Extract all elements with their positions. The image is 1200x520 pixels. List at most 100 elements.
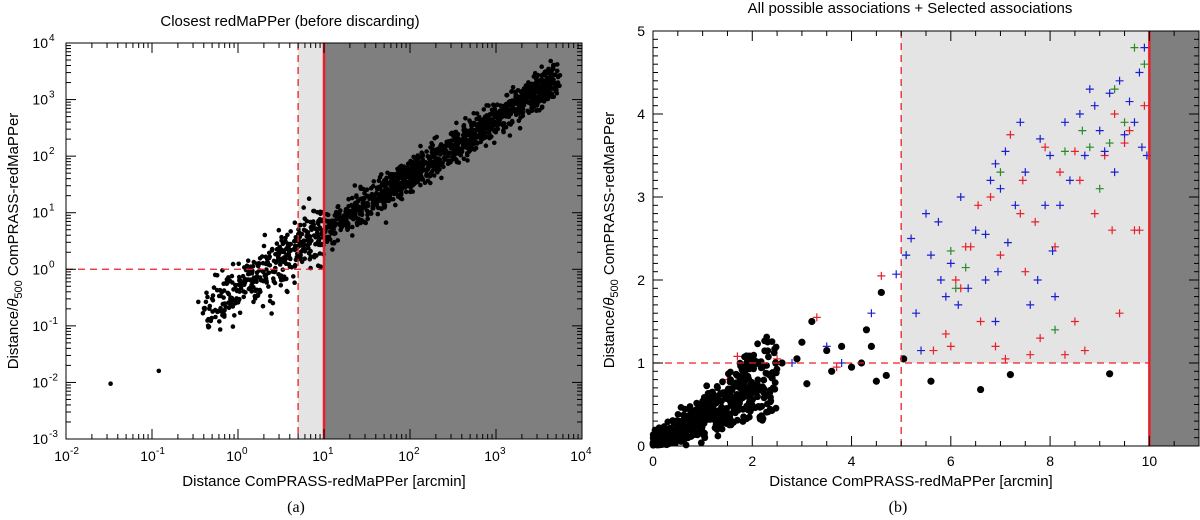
panel-a-point: [276, 251, 282, 257]
panel-a-point: [273, 251, 278, 257]
panel-a-point: [263, 254, 269, 260]
panel-a-point: [434, 147, 439, 152]
panel-a-point: [211, 285, 217, 290]
panel-b-dot: [701, 399, 709, 406]
panel-a-point: [507, 133, 513, 138]
panel-b-xtick-label: 2: [748, 453, 756, 469]
panel-a-point: [388, 180, 394, 185]
panel-a-point: [307, 257, 313, 262]
panel-a-point: [509, 89, 515, 94]
panel-b-dot: [793, 355, 801, 363]
panel-a-point: [325, 236, 331, 242]
panel-a-ytick-label: 10: [32, 431, 48, 447]
panel-b-plus-marker: [1021, 168, 1030, 177]
panel-a-ytick-label: 10: [32, 261, 48, 277]
panel-a-point: [458, 152, 464, 158]
panel-b-dot: [808, 317, 816, 326]
panel-a-point: [465, 158, 470, 163]
panel-b-plus-marker: [1110, 168, 1119, 177]
panel-a-point: [465, 152, 470, 158]
panel-a-point: [274, 241, 280, 246]
panel-a-point: [451, 152, 457, 157]
panel-a-point: [418, 143, 423, 149]
panel-b-plus-marker: [1105, 139, 1114, 148]
panel-a-point: [375, 197, 381, 203]
panel-b-xtick-label: 6: [947, 453, 955, 469]
panel-b-plus-marker: [1070, 147, 1079, 156]
panel-a-point: [306, 196, 312, 201]
panel-b-plus-marker: [981, 276, 990, 284]
panel-a-point: [375, 211, 381, 217]
panel-a-point: [366, 203, 371, 208]
panel-a-point: [473, 127, 478, 133]
panel-a-point: [354, 193, 359, 198]
panel-a-point: [535, 99, 540, 104]
panel-a-point: [461, 143, 467, 148]
panel-b-plus-marker: [1110, 110, 1119, 118]
panel-a-ytick-exp: 2: [49, 146, 55, 157]
panel-a-point: [447, 160, 453, 165]
panel-a-xtick-label: 10: [570, 448, 586, 464]
panel-a-point: [335, 204, 341, 210]
panel-a-point: [504, 93, 509, 98]
panel-a-point: [246, 286, 252, 292]
panel-a-point: [355, 199, 360, 204]
panel-a-ylabel: Distance/θ500 ComPRASS-redMaPPer: [5, 113, 25, 370]
panel-a-point: [531, 93, 536, 98]
panel-a-point: [156, 368, 162, 374]
panel-a-point: [513, 94, 518, 99]
panel-a-point: [423, 168, 429, 173]
panel-a-point: [446, 153, 451, 159]
panel-b-plus-marker: [946, 342, 955, 351]
panel-a-point: [467, 147, 473, 153]
panel-a-point: [408, 185, 413, 190]
panel-a-point: [433, 151, 439, 157]
panel-b-plus-marker: [1078, 126, 1087, 135]
panel-b-plus-marker: [1003, 238, 1012, 247]
panel-a-ytick-label: 10: [32, 35, 48, 51]
panel-a-point: [364, 187, 370, 192]
panel-b-dot: [828, 367, 836, 375]
panel-a-xlabel: Distance ComPRASS-redMaPPer [arcmin]: [182, 473, 465, 490]
panel-a-point: [550, 65, 556, 70]
panel-a-point: [420, 161, 425, 167]
panel-a-point: [230, 280, 235, 285]
panel-a-point: [260, 269, 266, 275]
panel-a-point: [513, 107, 518, 112]
panel-a-point: [279, 234, 284, 240]
panel-a-point: [420, 156, 426, 162]
panel-b-dot: [772, 343, 780, 351]
panel-b-plus-marker: [1120, 139, 1129, 148]
panel-b-plus-marker: [1120, 118, 1129, 127]
panel-a-point: [210, 293, 216, 298]
panel-b-dot: [760, 394, 768, 402]
panel-b-plus-marker: [946, 246, 955, 255]
panel-b-ylabel-prefix: Distance/: [601, 305, 618, 368]
panel-b-dot: [847, 363, 856, 371]
panel-a-point: [463, 116, 468, 121]
panel-a-point: [242, 265, 247, 270]
panel-a-point: [333, 230, 338, 236]
panel-b-dot: [673, 429, 681, 437]
panel-a-point: [283, 239, 288, 244]
panel-a-ytick-exp: -3: [49, 429, 58, 440]
panel-a-point: [471, 111, 477, 116]
panel-a-point: [269, 311, 274, 316]
panel-a-point: [346, 196, 351, 202]
panel-b-dot: [727, 421, 735, 429]
panel-a-point: [238, 282, 243, 287]
panel-a-point: [427, 156, 433, 162]
panel-b-plus-marker: [1016, 209, 1025, 218]
panel-b-dot: [686, 403, 694, 410]
panel-b-plus-marker: [812, 313, 821, 322]
panel-a-point: [452, 136, 458, 141]
panel-a-point: [318, 264, 324, 270]
panel-b-plus-marker: [1090, 101, 1099, 110]
panel-a-point: [408, 170, 414, 175]
panel-a-point: [260, 278, 265, 283]
panel-a-point: [249, 271, 255, 276]
panel-b-regions: [901, 31, 1199, 446]
panel-a-xtick-label: 10: [226, 448, 242, 464]
panel-a-point: [205, 294, 210, 300]
panel-b-plus-marker: [1056, 168, 1065, 177]
